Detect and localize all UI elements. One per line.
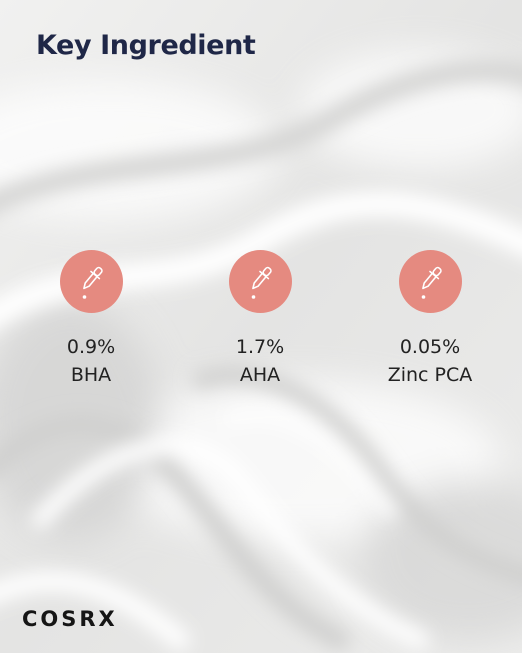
ingredient-percent: 0.9% [66,336,116,358]
ingredient-name: Zinc PCA [387,364,473,386]
ingredient-percent: 1.7% [235,336,285,358]
brand-logo: COSRX [22,607,118,631]
ingredient-percent: 0.05% [399,336,461,358]
ingredient-icon-badge [398,250,462,313]
ingredient-icon-badge [228,250,292,313]
ingredient-item-bha: 0.9% BHA [11,250,171,387]
ingredient-name: BHA [70,364,112,386]
ingredient-icon-badge [59,250,123,313]
ingredient-name: AHA [239,364,281,386]
dropper-icon [82,266,103,299]
dropper-icon [421,266,442,299]
ingredient-item-aha: 1.7% AHA [180,250,340,387]
dropper-icon [251,266,272,299]
page-title: Key Ingredient [36,30,256,61]
ingredient-item-zinc-pca: 0.05% Zinc PCA [350,250,510,387]
